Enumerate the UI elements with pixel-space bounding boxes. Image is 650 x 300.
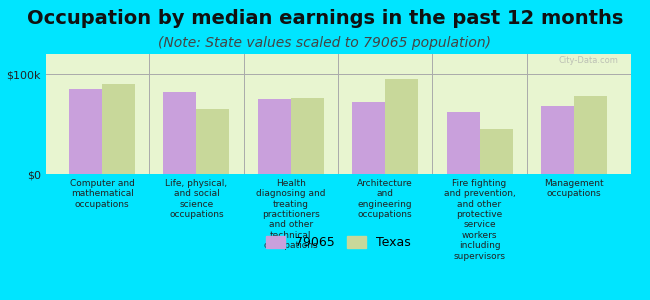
Bar: [163, 92, 196, 174]
Bar: [352, 102, 385, 174]
Text: (Note: State values scaled to 79065 population): (Note: State values scaled to 79065 popu…: [159, 36, 491, 50]
Bar: [574, 96, 607, 174]
Bar: [102, 84, 135, 174]
Bar: [480, 129, 513, 174]
Bar: [258, 99, 291, 174]
Bar: [196, 109, 229, 174]
Bar: [447, 112, 480, 174]
Bar: [541, 106, 574, 174]
Text: City-Data.com: City-Data.com: [559, 56, 619, 65]
Bar: [385, 79, 418, 174]
Legend: 79065, Texas: 79065, Texas: [261, 230, 415, 254]
Bar: [291, 98, 324, 174]
Text: Occupation by median earnings in the past 12 months: Occupation by median earnings in the pas…: [27, 9, 623, 28]
Bar: [69, 89, 102, 174]
